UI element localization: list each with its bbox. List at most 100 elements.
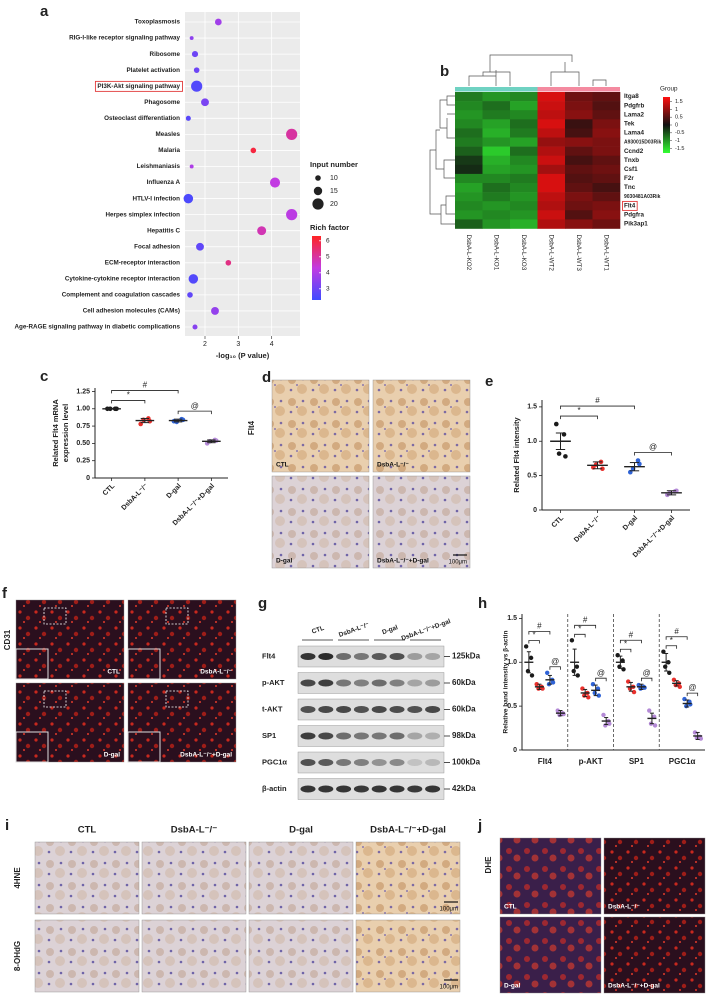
x-axis-title: -log₁₀ (P value) (216, 351, 270, 360)
data-point (635, 458, 641, 463)
significance-label: @ (649, 443, 657, 452)
category-label: Complement and coagulation cascades (62, 292, 181, 299)
blot-band (336, 679, 352, 687)
panel-letter: i (5, 817, 9, 834)
column-header: DsbA-L⁻/⁻ (171, 825, 217, 836)
image-label: D-gal (504, 983, 520, 990)
y-tick-label: 0 (86, 475, 90, 482)
blot-band (407, 759, 423, 766)
image-label: DsbA-L⁻/⁻+D-gal (377, 558, 429, 565)
bubble (225, 259, 232, 266)
bubble (196, 242, 204, 251)
y-tick-label: 0.5 (527, 472, 537, 479)
significance-bracket (619, 639, 642, 644)
blot-band (353, 732, 369, 740)
colorbar-label: -0.5 (675, 130, 684, 136)
heat-cell (455, 155, 483, 166)
blot-band (407, 653, 423, 660)
data-point (582, 693, 587, 698)
heat-cell (510, 201, 538, 211)
fluorescence-image (499, 916, 602, 994)
heat-cell (592, 92, 621, 102)
group-bar (510, 87, 538, 92)
panel-letter: d (262, 369, 271, 386)
heat-cell (482, 192, 511, 202)
panel-letter: j (477, 817, 482, 834)
colorbar-label: 0.5 (675, 115, 683, 121)
data-point (631, 689, 637, 695)
histology-image (141, 841, 247, 915)
inset (15, 648, 49, 680)
heat-cell (592, 201, 621, 211)
heat-cell (592, 146, 621, 156)
heat-cell (537, 219, 566, 229)
data-point (621, 667, 626, 672)
heat-cell (455, 119, 483, 129)
data-point (563, 454, 568, 459)
x-tick-label: 3 (236, 341, 240, 348)
heat-cell (565, 201, 593, 211)
column-label: DsbA-L-WT3 (575, 235, 582, 272)
significance-bracket (574, 624, 597, 629)
heat-cell (565, 119, 593, 129)
heat-cell (482, 183, 511, 193)
x-tick-label: 4 (270, 341, 274, 348)
significance-bracket (560, 415, 598, 420)
data-point (684, 703, 689, 709)
data-point (652, 723, 658, 728)
x-tick-label: DsbA-L⁻/⁻ (120, 483, 149, 512)
blot-band (371, 679, 387, 687)
zoom-box (43, 607, 67, 625)
row-label: Lama2 (624, 111, 644, 118)
data-point (607, 721, 612, 726)
panel-letter: e (485, 373, 493, 390)
x-tick-label: CTL (551, 514, 566, 529)
row-label: Itga8 (624, 93, 639, 100)
heat-cell (510, 146, 538, 156)
significance-label: @ (597, 668, 605, 677)
category-label: Herpes simplex infection (105, 211, 180, 218)
bubble (191, 80, 203, 92)
column-label: DsbA-L-KO3 (520, 235, 527, 271)
heat-cell (455, 219, 483, 229)
significance-bracket (595, 677, 607, 682)
bubble (188, 274, 199, 284)
group-label: PGC1α (669, 757, 696, 766)
significance-label: # (674, 627, 679, 636)
heat-cell (482, 119, 511, 129)
blot-band (425, 732, 441, 740)
y-tick-label: 1.5 (527, 404, 537, 411)
lane-label: DsbA-L⁻/⁻+D-gal (401, 618, 452, 642)
colorbar (312, 236, 321, 300)
legend-bubble (315, 175, 321, 181)
bubble (214, 18, 222, 26)
bubble (269, 177, 281, 188)
group-label: p-AKT (579, 757, 603, 766)
protein-label: Flt4 (262, 651, 276, 660)
category-label: Osteoclast differentiation (104, 115, 180, 122)
significance-bracket (665, 636, 688, 640)
histology-image (34, 919, 140, 993)
significance-label: * (577, 406, 580, 415)
row-label: CD31 (3, 629, 12, 650)
blot-band (300, 653, 316, 660)
heat-cell (510, 110, 538, 120)
blot-band (300, 679, 316, 687)
significance-label: * (670, 636, 673, 645)
heat-cell (592, 183, 621, 193)
row-label: 8-OHdG (13, 941, 22, 971)
blot-band (371, 785, 387, 793)
bubble (192, 324, 198, 330)
heat-cell (537, 210, 566, 220)
group-bar (482, 87, 510, 92)
blot-band (407, 679, 423, 687)
legend-bubble (312, 198, 324, 210)
blot-band (425, 653, 441, 660)
y-tick-label: 1.00 (76, 406, 90, 413)
histology-image (355, 919, 461, 993)
heat-cell (537, 128, 566, 138)
significance-label: * (533, 631, 536, 640)
legend-label: 10 (330, 175, 338, 182)
row-label: Tnc (624, 184, 636, 191)
data-point (647, 708, 652, 713)
